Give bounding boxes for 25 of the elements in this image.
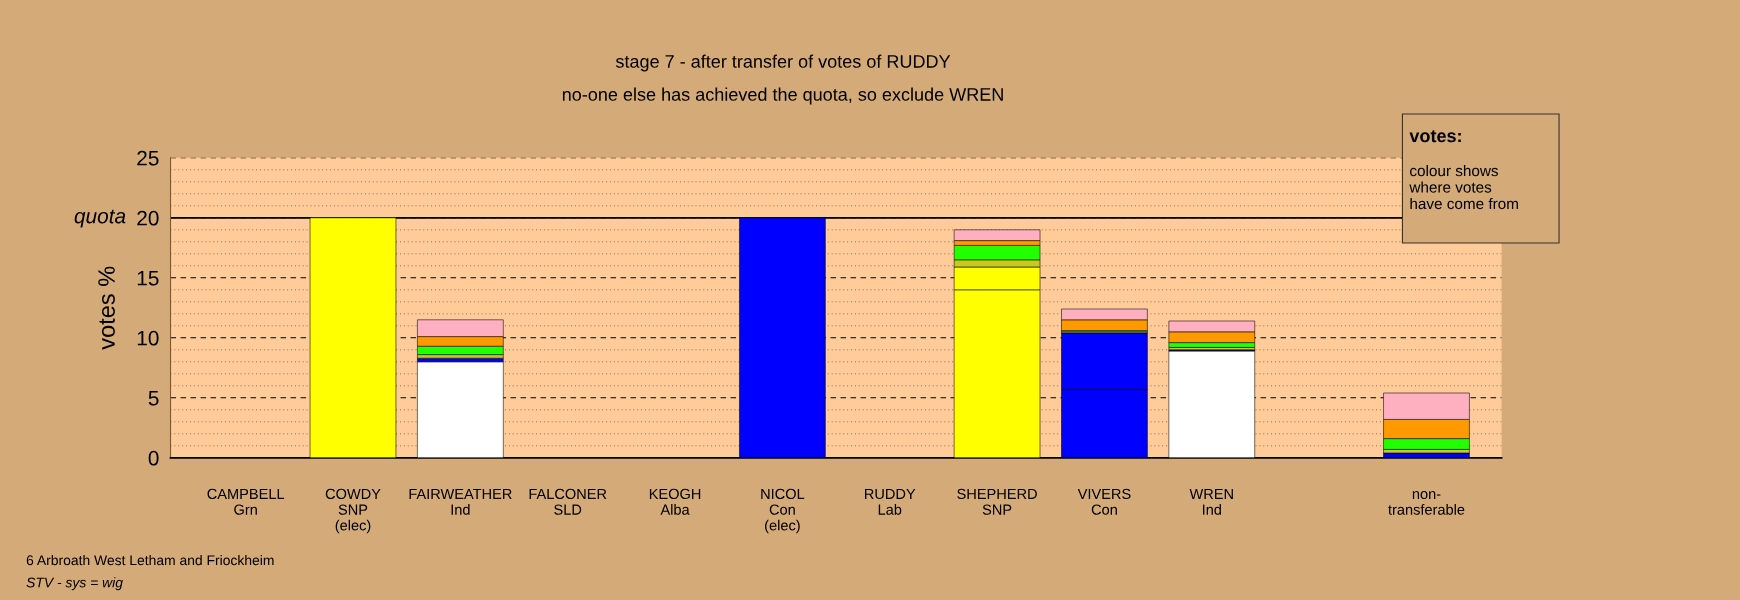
y-tick-label: 5	[148, 391, 159, 406]
y-tick-label: 20	[137, 210, 159, 226]
x-tick-label: KEOGH Alba	[649, 488, 701, 515]
x-tick-label: non- transferable	[1388, 491, 1465, 515]
x-tick-label: VIVERS Con	[1077, 488, 1131, 515]
x-tick-label: WREN Ind	[1189, 488, 1233, 515]
chart-subtitle: no-one else has achieved the quota, so exclude WREN	[562, 87, 1003, 105]
x-tick-label: SHEPHERD SNP	[957, 488, 1037, 515]
y-tick-label: 15	[137, 271, 159, 286]
y-axis-title: votes %	[98, 266, 115, 350]
text: 6 Arbroath West Letham and Friockheim	[26, 555, 274, 566]
x-tick-label: FALCONER SLD	[529, 488, 607, 515]
y-tick-label: 25	[137, 150, 159, 166]
x-tick-label: NICOL Con (elec)	[761, 488, 805, 534]
x-tick-label: FAIRWEATHER Ind	[409, 488, 512, 515]
annotation: colour shows where votes have come from	[1409, 165, 1518, 210]
ref-line-label: quota	[74, 209, 126, 228]
x-tick-label: CAMPBELL Grn	[207, 488, 285, 515]
y-tick-label: 10	[137, 330, 159, 346]
text: votes:	[1409, 130, 1461, 143]
chart-title: stage 7 - after transfer of votes of RUDDY	[615, 54, 951, 72]
x-tick-label: COWDY SNP (elec)	[325, 488, 381, 534]
x-tick-label: RUDDY Lab	[865, 488, 916, 515]
y-tick-label: 0	[148, 450, 159, 466]
text: STV - sys = wig	[26, 577, 123, 591]
